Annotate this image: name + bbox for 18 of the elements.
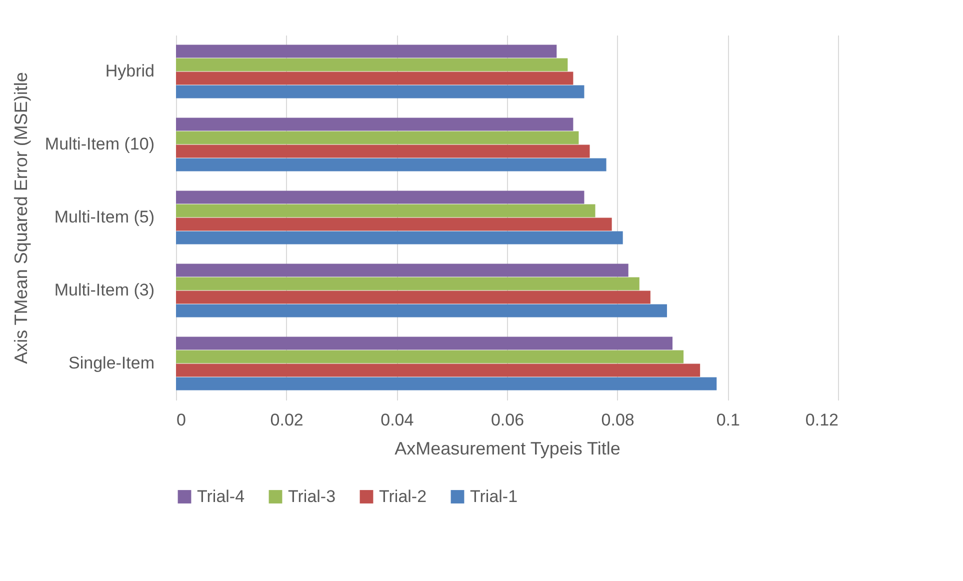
x-tick-label: 0.04 [380,410,414,430]
legend-label: Trial-1 [470,486,518,506]
y-tick-label: Multi-Item (10) [44,134,154,154]
legend-label: Trial-2 [379,486,427,506]
x-axis-title: AxMeasurement Typeis Title [394,438,620,458]
x-tick-label: 0.1 [716,410,740,430]
legend-label: Trial-4 [197,486,245,506]
y-tick-label: Multi-Item (3) [54,280,154,300]
x-tick-label: 0 [176,410,186,430]
y-tick-label: Multi-Item (5) [54,208,154,226]
y-tick-label: Single-Item [68,354,154,372]
x-tick-label: 0.06 [490,410,524,430]
legend-label: Trial-3 [288,486,336,506]
x-tick-label: 0.02 [270,410,304,430]
y-axis-title: Axis TMean Squared Error (MSE)itle [10,72,31,364]
x-tick-label: 0.08 [601,410,634,430]
y-tick-label: Hybrid [105,62,154,80]
x-tick-label: 0.12 [805,410,838,430]
